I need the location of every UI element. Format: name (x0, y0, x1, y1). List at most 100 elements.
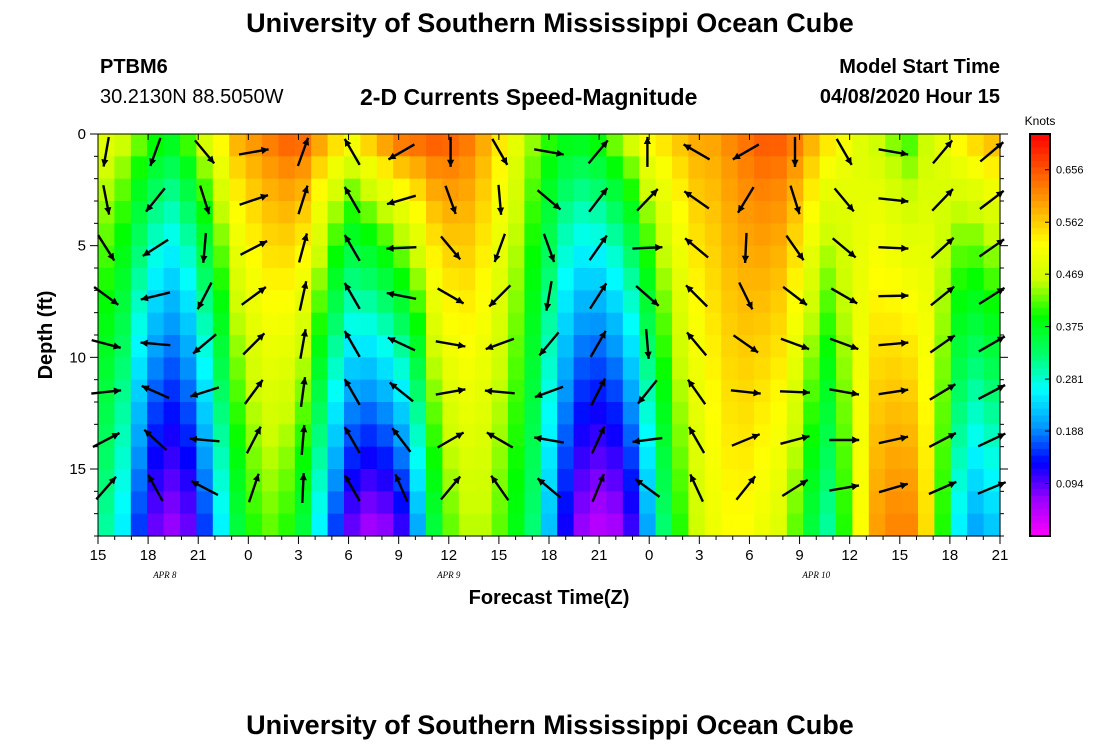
heat-cell (442, 268, 460, 291)
heat-cell (754, 268, 771, 291)
heat-cell (458, 312, 476, 336)
heat-cell (426, 357, 443, 381)
colorbar-cell (1030, 214, 1050, 222)
heat-cell (442, 357, 460, 381)
heat-cell (393, 134, 411, 157)
heat-cell (98, 513, 115, 537)
heat-cell (98, 201, 115, 224)
heat-cell (130, 223, 148, 247)
colorbar-cell (1030, 395, 1050, 403)
heat-cell (852, 134, 870, 157)
heat-cell (262, 245, 279, 269)
heat-cell (918, 268, 935, 291)
heat-cell (163, 469, 181, 492)
heat-cell (98, 469, 115, 492)
heat-cell (376, 424, 394, 448)
heat-cell (442, 178, 460, 202)
heat-cell (639, 312, 657, 336)
heat-cell (491, 335, 509, 358)
heat-cell (606, 178, 624, 202)
heat-cell (458, 357, 476, 381)
heat-cell (704, 290, 722, 314)
heat-cell (967, 134, 985, 157)
heat-cell (721, 491, 739, 515)
vector-head (260, 146, 269, 155)
heat-cell (376, 223, 394, 247)
heat-cell (852, 245, 870, 269)
heat-cell (163, 379, 181, 403)
vector-head (452, 476, 461, 485)
vector-head (141, 385, 150, 393)
heat-cell (737, 156, 755, 180)
heat-cell (426, 469, 443, 492)
heat-cell (901, 178, 919, 202)
heat-cell (868, 245, 886, 269)
heat-cell (622, 223, 640, 247)
heat-cell (360, 335, 378, 358)
heat-cell (836, 312, 853, 336)
colorbar-cell (1030, 415, 1050, 423)
heat-cell (245, 290, 263, 314)
heat-cell (967, 156, 985, 180)
heat-cell (278, 335, 296, 358)
heat-cell (245, 223, 263, 247)
vector-head (388, 152, 397, 160)
heat-cell (983, 290, 1001, 314)
heat-cell (508, 223, 525, 247)
vector-head (685, 238, 693, 246)
heat-cell (770, 290, 788, 314)
colorbar-cell (1030, 187, 1050, 195)
heat-cell (737, 312, 755, 336)
heat-cell (540, 357, 558, 381)
heat-cell (885, 446, 903, 470)
vector-head (747, 476, 756, 485)
heat-cell (606, 446, 624, 470)
heat-cell (409, 156, 427, 180)
heat-cell (114, 335, 132, 358)
heat-cell (622, 268, 640, 291)
colorbar-cell (1030, 355, 1050, 363)
heat-cell (819, 379, 837, 403)
heat-cell (180, 469, 197, 492)
heat-cell (967, 335, 985, 358)
heat-cell (868, 134, 886, 157)
heat-cell (918, 201, 935, 224)
heat-cell (458, 223, 476, 247)
vector-head (944, 140, 953, 149)
colorbar-tick-label: 0.375 (1056, 322, 1084, 334)
heat-cell (590, 134, 607, 157)
heat-cell (590, 201, 607, 224)
heat-cell (655, 335, 673, 358)
heat-cell (458, 268, 476, 291)
heat-cell (622, 357, 640, 381)
heat-cell (229, 290, 247, 314)
heat-cell (836, 491, 853, 515)
heat-cell (672, 201, 689, 224)
heat-cell (163, 290, 181, 314)
heat-cell (606, 513, 624, 537)
colorbar-cell (1030, 160, 1050, 169)
heat-cell (344, 491, 361, 515)
vector-head (191, 481, 200, 488)
vector-head (851, 483, 859, 491)
heat-cell (114, 402, 132, 425)
heat-cell (950, 335, 968, 358)
vector-head (344, 427, 352, 435)
heat-cell (606, 357, 624, 381)
colorbar-frame (1029, 133, 1051, 537)
date-label: APR 8 (152, 570, 177, 580)
heat-cell (721, 178, 739, 202)
heat-cell (672, 446, 689, 470)
heat-cell (803, 335, 821, 358)
vector-head (750, 345, 759, 353)
heat-cell (262, 268, 279, 291)
heat-cell (737, 513, 755, 537)
heat-cell (229, 178, 247, 202)
x-tick-label: 21 (992, 547, 1009, 564)
heat-cell (770, 446, 788, 470)
heat-cell (540, 268, 558, 291)
heat-cell (639, 513, 657, 537)
vector-head (260, 193, 268, 201)
heat-cell (672, 290, 689, 314)
heat-cell (229, 424, 247, 448)
